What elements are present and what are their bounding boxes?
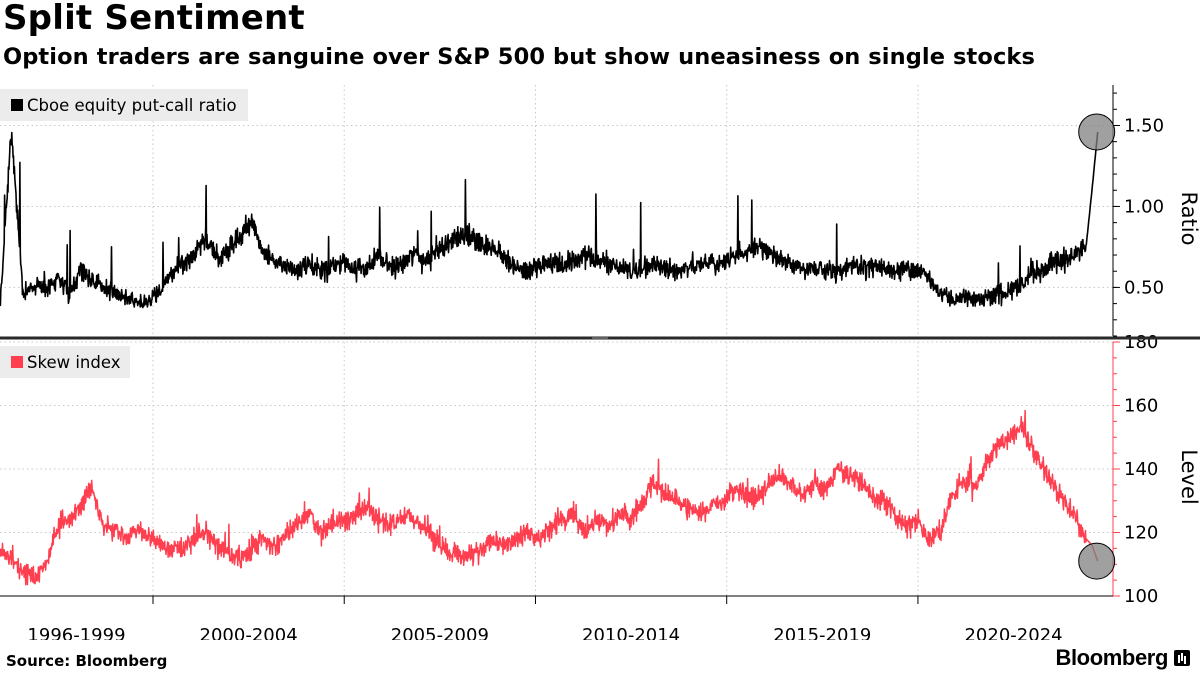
y-axis-title: Level: [1177, 449, 1200, 504]
series-line: [0, 409, 1099, 586]
y-axis-title: Ratio: [1177, 192, 1200, 246]
x-tick-label: 2000-2004: [200, 625, 298, 640]
chart-subtitle: Option traders are sanguine over S&P 500…: [3, 44, 1035, 70]
y-tick-label: 1.00: [1124, 196, 1164, 217]
legend-skew-index-swatch: [11, 356, 23, 368]
brand-name: Bloomberg: [1055, 645, 1168, 670]
y-tick-label: 140: [1124, 459, 1158, 480]
x-tick-label: 2005-2009: [391, 625, 489, 640]
bloomberg-logo-icon: [1174, 650, 1190, 666]
skew-index-panel: 100 120 140 160 180 Level Skew index: [0, 332, 1200, 607]
y-tick-label: 0.50: [1124, 277, 1164, 298]
legend-put-call-ratio-box: [0, 89, 248, 121]
legend-put-call-ratio-label: Cboe equity put-call ratio: [27, 96, 237, 115]
x-tick-label: 1996-1999: [27, 625, 125, 640]
y-tick-label: 160: [1124, 396, 1158, 417]
chart-title: Split Sentiment: [3, 0, 305, 38]
chart-canvas: 0.50 1.00 1.50 Ratio Cboe equity put-call ra…: [0, 85, 1200, 640]
put-call-ratio-panel: 0.50 1.00 1.50 Ratio Cboe equity put-call ra…: [0, 85, 1200, 337]
y-tick-label: 100: [1124, 586, 1158, 607]
legend-put-call-ratio-swatch: [11, 99, 23, 111]
y-tick-label: 180: [1124, 332, 1158, 353]
x-tick-label: 2020-2024: [964, 625, 1062, 640]
x-axis: 1996-1999 2000-2004 2005-2009 2010-2014 2015…: [0, 336, 1200, 640]
x-tick-label: 2010-2014: [582, 625, 680, 640]
bloomberg-brand: Bloomberg: [1055, 645, 1190, 671]
y-tick-label: 1.50: [1124, 115, 1164, 136]
x-tick-label: 2015-2019: [773, 625, 871, 640]
highlight-circle: [1078, 542, 1116, 580]
series-line: [0, 131, 1099, 309]
highlight-circle: [1078, 113, 1116, 151]
y-tick-label: 120: [1124, 523, 1158, 544]
legend-skew-index-label: Skew index: [27, 353, 121, 372]
source-note: Source: Bloomberg: [6, 652, 168, 670]
